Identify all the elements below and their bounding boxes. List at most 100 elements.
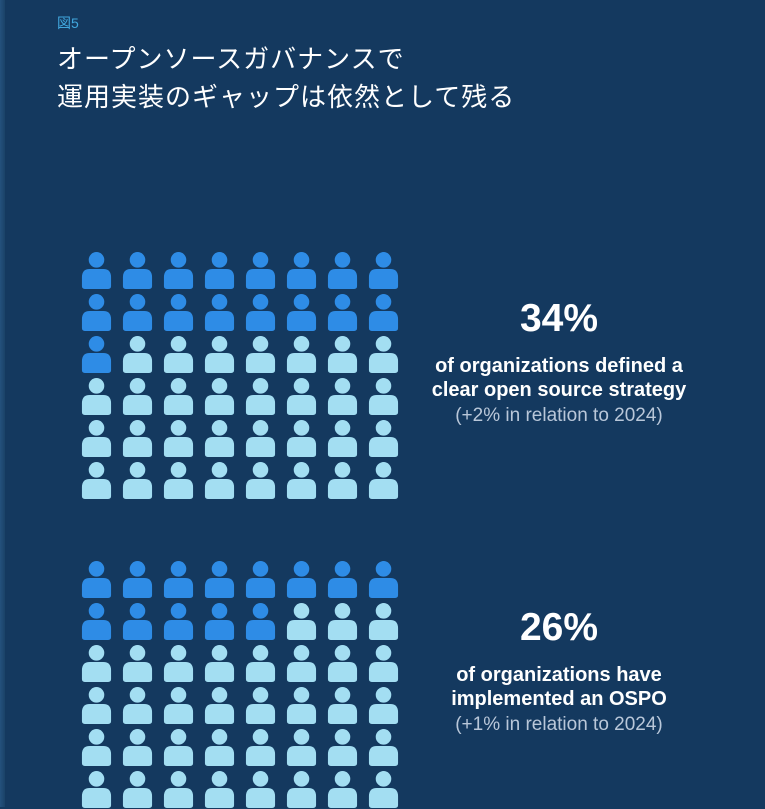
person-icon [327,561,358,598]
person-icon [163,252,194,289]
person-icon [204,336,235,373]
person-icon [81,252,112,289]
person-icon [163,561,194,598]
person-icon [81,336,112,373]
ospo-description-line-2: implemented an OSPO [451,688,667,710]
person-icon [286,771,317,808]
person-icon [327,729,358,766]
person-icon [368,729,399,766]
person-icon [204,252,235,289]
person-icon [81,603,112,640]
person-icon [286,336,317,373]
person-icon [163,645,194,682]
person-icon [327,252,358,289]
person-icon [122,420,153,457]
person-icon [245,420,276,457]
person-icon [122,462,153,499]
person-icon [286,603,317,640]
person-icon [204,462,235,499]
figure-title-line-1: オープンソースガバナンスで [57,44,405,74]
person-icon [163,687,194,724]
person-icon [368,462,399,499]
person-icon [163,462,194,499]
person-icon [368,645,399,682]
person-icon [204,378,235,415]
person-icon [327,378,358,415]
person-icon [368,603,399,640]
person-icon [81,294,112,331]
person-icon [327,294,358,331]
person-icon [245,294,276,331]
person-icon [327,687,358,724]
person-icon [163,378,194,415]
figure-number-label: 図5 [57,15,79,31]
ospo-description-line-1: of organizations have [456,664,662,686]
person-icon [327,645,358,682]
figure-header: 図5 オープンソースガバナンスで 運用実装のギャップは依然として残る [57,13,717,116]
ospo-person-grid [80,561,400,808]
person-icon [245,729,276,766]
person-icon [368,294,399,331]
person-icon [163,420,194,457]
person-icon [286,378,317,415]
person-icon [368,252,399,289]
strategy-percentage: 34% [519,297,599,340]
person-icon [122,729,153,766]
person-icon [286,462,317,499]
person-icon [204,645,235,682]
person-icon [204,561,235,598]
person-icon [122,252,153,289]
person-icon [286,645,317,682]
person-icon [327,771,358,808]
person-icon [245,603,276,640]
person-icon [122,294,153,331]
person-icon [286,561,317,598]
person-icon [286,252,317,289]
person-icon [368,771,399,808]
person-icon [368,687,399,724]
person-icon [286,687,317,724]
person-icon [122,378,153,415]
ospo-change-note: (+1% in relation to 2024) [455,714,663,735]
person-icon [204,687,235,724]
person-icon [245,771,276,808]
person-icon [368,420,399,457]
person-icon [204,771,235,808]
person-icon [81,729,112,766]
person-icon [327,420,358,457]
page-left-edge [0,0,5,807]
person-icon [81,378,112,415]
person-icon [81,420,112,457]
person-icon [368,561,399,598]
person-icon [286,294,317,331]
person-icon [245,378,276,415]
person-icon [327,336,358,373]
person-icon [245,336,276,373]
person-icon [327,603,358,640]
person-icon [327,462,358,499]
person-icon [163,603,194,640]
person-icon [204,420,235,457]
person-icon [122,336,153,373]
person-icon [81,687,112,724]
strategy-person-grid [80,252,400,499]
person-icon [81,561,112,598]
person-icon [122,687,153,724]
person-icon [286,420,317,457]
person-icon [204,294,235,331]
person-icon [245,687,276,724]
person-icon [122,771,153,808]
person-icon [204,603,235,640]
person-icon [81,771,112,808]
person-icon [163,294,194,331]
person-icon [368,378,399,415]
person-icon [163,729,194,766]
person-icon [245,561,276,598]
person-icon [368,336,399,373]
person-icon [122,561,153,598]
ospo-percentage: 26% [519,606,599,649]
ospo-pictogram-chart: 26% of organizations have implemented an… [0,561,765,809]
person-icon [81,462,112,499]
strategy-change-note: (+2% in relation to 2024) [455,405,663,426]
strategy-description-line-2: clear open source strategy [431,379,687,401]
